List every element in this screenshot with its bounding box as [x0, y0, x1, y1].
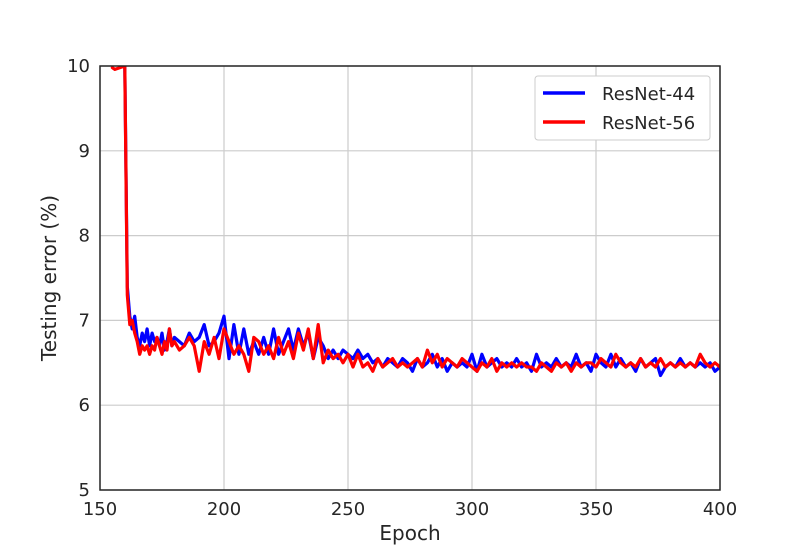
x-tick-labels: 150 200 250 300 350 400: [83, 499, 737, 520]
y-tick-labels: 5 6 7 8 9 10: [67, 56, 90, 501]
x-tick-label: 400: [703, 499, 737, 520]
y-tick-label: 8: [79, 226, 90, 247]
x-axis-label: Epoch: [379, 521, 440, 545]
x-tick-label: 300: [455, 499, 489, 520]
y-axis-label: Testing error (%): [37, 195, 61, 362]
x-tick-label: 350: [579, 499, 613, 520]
y-tick-label: 10: [67, 56, 90, 77]
y-tick-label: 9: [79, 141, 90, 162]
legend-label-resnet-44: ResNet-44: [602, 84, 695, 105]
x-tick-label: 250: [331, 499, 365, 520]
series-layer: [110, 66, 720, 378]
legend: ResNet-44 ResNet-56: [534, 75, 711, 141]
x-tick-label: 200: [207, 499, 241, 520]
y-tick-label: 6: [79, 395, 90, 416]
plot-frame: [99, 65, 721, 491]
series-line-resnet-56: [110, 66, 720, 373]
legend-label-resnet-56: ResNet-56: [602, 113, 695, 134]
x-tick-label: 150: [83, 499, 117, 520]
y-tick-label: 5: [79, 480, 90, 501]
y-tick-label: 7: [79, 310, 90, 331]
